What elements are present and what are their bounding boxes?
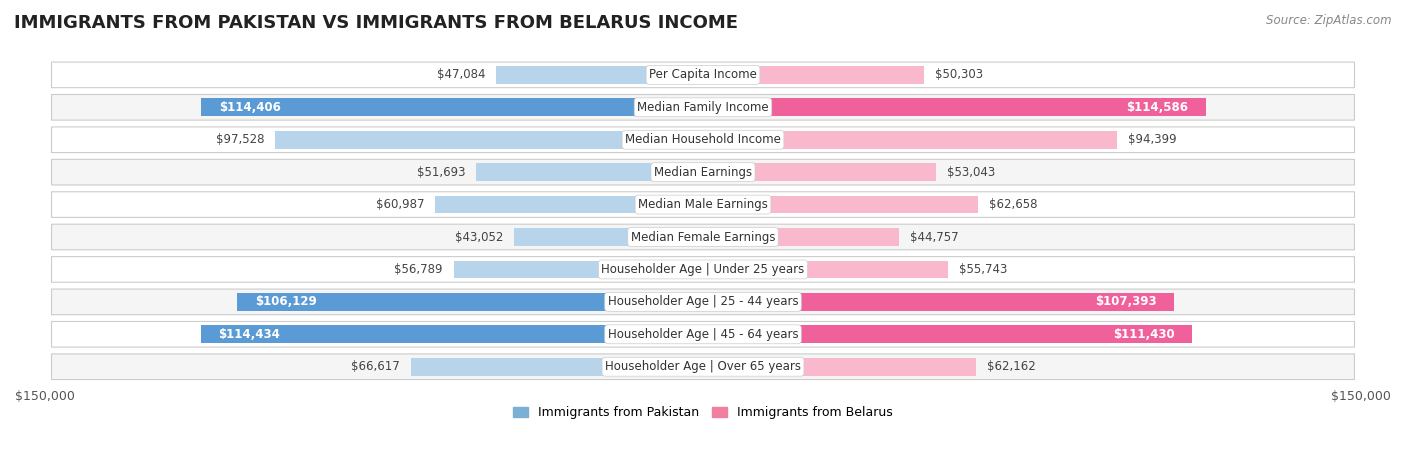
Bar <box>411 358 703 375</box>
Text: $55,743: $55,743 <box>959 263 1007 276</box>
Text: Per Capita Income: Per Capita Income <box>650 68 756 81</box>
FancyBboxPatch shape <box>52 159 1354 185</box>
Bar <box>276 131 703 149</box>
Bar <box>703 261 948 278</box>
Text: $114,406: $114,406 <box>219 101 281 114</box>
Text: Median Female Earnings: Median Female Earnings <box>631 231 775 243</box>
Text: $44,757: $44,757 <box>910 231 959 243</box>
Text: Median Male Earnings: Median Male Earnings <box>638 198 768 211</box>
Text: $114,434: $114,434 <box>218 328 280 341</box>
Bar <box>477 163 703 181</box>
FancyBboxPatch shape <box>52 224 1354 250</box>
Text: Median Family Income: Median Family Income <box>637 101 769 114</box>
Bar <box>703 358 976 375</box>
Text: Householder Age | Under 25 years: Householder Age | Under 25 years <box>602 263 804 276</box>
FancyBboxPatch shape <box>52 257 1354 282</box>
Text: $114,586: $114,586 <box>1126 101 1188 114</box>
Text: $47,084: $47,084 <box>437 68 485 81</box>
FancyBboxPatch shape <box>52 62 1354 88</box>
Bar <box>703 99 1206 116</box>
Bar <box>201 99 703 116</box>
Text: $56,789: $56,789 <box>395 263 443 276</box>
FancyBboxPatch shape <box>52 289 1354 315</box>
Text: $51,693: $51,693 <box>416 166 465 179</box>
Bar <box>496 66 703 84</box>
Bar <box>436 196 703 213</box>
Text: Median Household Income: Median Household Income <box>626 133 780 146</box>
Bar <box>703 325 1192 343</box>
FancyBboxPatch shape <box>52 192 1354 218</box>
Text: $111,430: $111,430 <box>1112 328 1174 341</box>
Text: $62,162: $62,162 <box>987 360 1035 373</box>
Text: $94,399: $94,399 <box>1128 133 1177 146</box>
Text: Householder Age | 45 - 64 years: Householder Age | 45 - 64 years <box>607 328 799 341</box>
Bar <box>703 228 900 246</box>
Text: $62,658: $62,658 <box>988 198 1038 211</box>
Text: $107,393: $107,393 <box>1095 295 1157 308</box>
FancyBboxPatch shape <box>52 321 1354 347</box>
Text: Householder Age | 25 - 44 years: Householder Age | 25 - 44 years <box>607 295 799 308</box>
Text: Source: ZipAtlas.com: Source: ZipAtlas.com <box>1267 14 1392 27</box>
Bar <box>454 261 703 278</box>
Bar <box>515 228 703 246</box>
Bar <box>703 163 936 181</box>
Text: $50,303: $50,303 <box>935 68 983 81</box>
FancyBboxPatch shape <box>52 354 1354 380</box>
Text: Householder Age | Over 65 years: Householder Age | Over 65 years <box>605 360 801 373</box>
Text: $60,987: $60,987 <box>375 198 425 211</box>
Bar <box>201 325 703 343</box>
Text: IMMIGRANTS FROM PAKISTAN VS IMMIGRANTS FROM BELARUS INCOME: IMMIGRANTS FROM PAKISTAN VS IMMIGRANTS F… <box>14 14 738 32</box>
FancyBboxPatch shape <box>52 94 1354 120</box>
Legend: Immigrants from Pakistan, Immigrants from Belarus: Immigrants from Pakistan, Immigrants fro… <box>509 401 897 424</box>
Text: $106,129: $106,129 <box>254 295 316 308</box>
Text: Median Earnings: Median Earnings <box>654 166 752 179</box>
Bar <box>703 293 1174 311</box>
Text: $53,043: $53,043 <box>946 166 995 179</box>
Text: $43,052: $43,052 <box>454 231 503 243</box>
Text: $66,617: $66,617 <box>352 360 399 373</box>
Bar <box>703 196 979 213</box>
Text: $97,528: $97,528 <box>215 133 264 146</box>
FancyBboxPatch shape <box>52 127 1354 153</box>
Bar <box>703 66 924 84</box>
Bar <box>238 293 703 311</box>
Bar <box>703 131 1118 149</box>
